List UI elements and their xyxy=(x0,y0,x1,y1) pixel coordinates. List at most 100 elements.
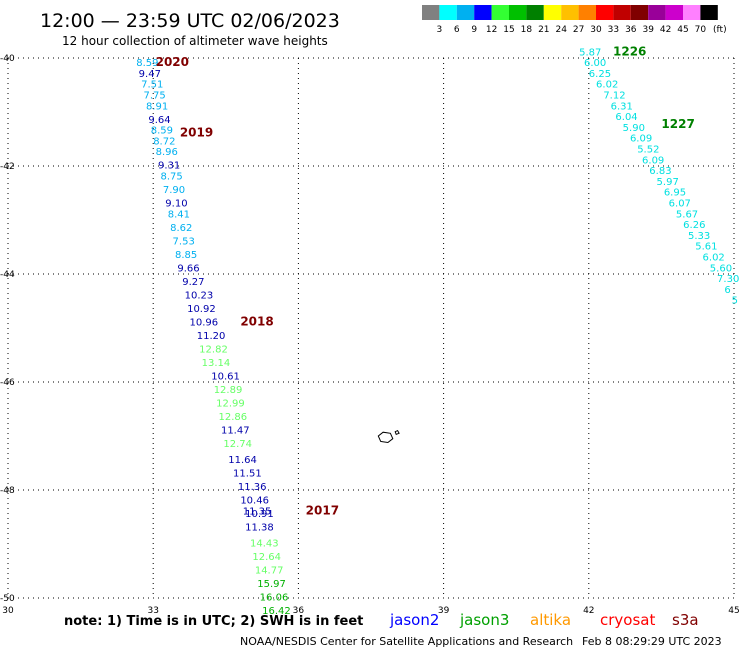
wave-height-value: 9.31 xyxy=(158,161,180,172)
wave-height-value: 7.51 xyxy=(141,80,163,91)
wave-height-value: 6.83 xyxy=(649,166,671,177)
colorbar-swatch xyxy=(561,5,579,20)
colorbar-tick-label: 9 xyxy=(471,25,477,35)
mission-jason3: jason3 xyxy=(459,611,509,629)
track-label: 2020 xyxy=(156,55,189,69)
wave-height-value: 5.97 xyxy=(657,177,679,188)
wave-height-value: 8.72 xyxy=(153,136,175,147)
wave-height-value: 12.99 xyxy=(216,398,245,409)
colorbar-tick-label: 33 xyxy=(608,25,619,35)
track-2020: 8.599.477.517.758.91 9.64 2020 xyxy=(136,55,189,126)
track-label: 2018 xyxy=(240,314,273,328)
wave-height-value: 9.66 xyxy=(177,263,199,274)
island-shape xyxy=(394,429,400,436)
wave-height-value: 8.59 xyxy=(136,58,158,69)
wave-height-value: 5.60 xyxy=(710,263,732,274)
wave-height-value: 10.96 xyxy=(190,317,219,328)
wave-height-value: 12.82 xyxy=(199,344,228,355)
page-subtitle: 12 hour collection of altimeter wave hei… xyxy=(62,34,328,48)
wave-height-value: 6.26 xyxy=(683,220,705,231)
wave-height-value: 14.43 xyxy=(250,539,279,550)
page-title: 12:00 — 23:59 UTC 02/06/2023 xyxy=(40,10,340,32)
wave-height-value: 8.91 xyxy=(146,101,168,112)
map-gridlines xyxy=(7,57,735,599)
island-outline xyxy=(377,429,400,444)
track-1227: 6.095.526.096.835.976.956.075.676.265.33… xyxy=(630,117,739,307)
colorbar-swatch xyxy=(474,5,492,20)
lat-tick-label: -50 xyxy=(0,594,15,604)
wave-height-value: 10.46 xyxy=(240,496,269,507)
colorbar-swatch xyxy=(578,5,596,20)
track-label: 1227 xyxy=(661,117,694,131)
lon-tick-label: 45 xyxy=(728,606,739,616)
wave-height-value: 6.02 xyxy=(596,80,618,91)
wave-height-value: 5.67 xyxy=(676,209,698,220)
wave-height-value: 8.96 xyxy=(156,147,178,158)
wave-height-value: 12.89 xyxy=(214,385,243,396)
wave-height-value: 8.41 xyxy=(168,209,190,220)
wave-height-value: 6.02 xyxy=(703,253,725,264)
footer-credit: NOAA/NESDIS Center for Satellite Applica… xyxy=(240,635,573,648)
wave-height-value: 7.53 xyxy=(173,236,195,247)
wave-height-value: 11.51 xyxy=(233,469,262,480)
footer-note: note: 1) Time is in UTC; 2) SWH is in fe… xyxy=(64,614,363,629)
colorbar-swatch xyxy=(700,5,718,20)
footer-timestamp: Feb 8 08:29:29 UTC 2023 xyxy=(582,635,722,648)
wave-height-value: 5 xyxy=(732,296,738,307)
axis-labels: 30 33 36 39 42 45 -40 -42 -44 -46 -48 -50 xyxy=(0,54,740,616)
wave-height-value: 6.04 xyxy=(615,112,637,123)
wave-height-value: 7.75 xyxy=(144,91,166,102)
mission-legend: jason2 jason3 altika cryosat s3a xyxy=(389,611,699,629)
track-label: 2019 xyxy=(180,125,213,139)
colorbar-tick-label: 21 xyxy=(538,25,549,35)
mission-jason2: jason2 xyxy=(389,611,439,629)
wave-height-value: 7.12 xyxy=(603,91,625,102)
wave-height-value: 10.92 xyxy=(187,304,216,315)
wave-height-value: 5.87 xyxy=(579,47,601,58)
wave-height-value: 6.95 xyxy=(664,188,686,199)
wave-height-value: 5.90 xyxy=(623,123,645,134)
wave-height-value: 9.27 xyxy=(182,277,204,288)
wave-height-value: 12.74 xyxy=(223,439,252,450)
wave-height-value: 11.64 xyxy=(228,455,257,466)
wave-height-value: 9.10 xyxy=(165,199,187,210)
mission-altika: altika xyxy=(530,611,571,629)
colorbar-tick-label: 18 xyxy=(521,25,533,35)
colorbar-swatch xyxy=(543,5,562,20)
wave-height-value: 12.86 xyxy=(219,412,248,423)
wave-height-value: 13.14 xyxy=(202,358,231,369)
wave-height-value: 7.30 xyxy=(717,274,739,285)
wave-height-value: 12.64 xyxy=(252,552,281,563)
wave-height-value: 9.47 xyxy=(139,69,161,80)
island-shape xyxy=(377,431,394,444)
colorbar-tick-label: 30 xyxy=(590,25,602,35)
wave-height-value: 8.59 xyxy=(151,126,173,137)
lat-tick-label: -48 xyxy=(0,486,15,496)
colorbar-swatch xyxy=(683,5,701,20)
colorbar-tick-label: 3 xyxy=(437,25,443,35)
wave-height-value: 6.07 xyxy=(669,199,691,210)
wave-height-value: 6.09 xyxy=(642,155,664,166)
colorbar-tick-label: 36 xyxy=(625,25,637,35)
lat-tick-label: -44 xyxy=(0,270,15,280)
track-1226: 5.876.006.256.027.126.316.045.90 1226 xyxy=(579,44,646,134)
mission-s3a: s3a xyxy=(672,611,699,629)
lat-tick-label: -40 xyxy=(0,54,15,64)
colorbar-tick-label: 39 xyxy=(642,25,654,35)
wave-height-value: 8.62 xyxy=(170,223,192,234)
track-label: 2017 xyxy=(306,503,339,517)
wave-height-value: 15.97 xyxy=(257,579,286,590)
wave-height-value: 11.38 xyxy=(245,523,274,534)
wave-height-value: 6 xyxy=(724,285,730,296)
colorbar-swatch xyxy=(613,5,631,20)
wave-height-value: 10.23 xyxy=(185,290,214,301)
wave-height-value: 6.00 xyxy=(584,58,606,69)
colorbar-legend: 3 6 9 12 15 18 21 24 27 30 33 36 39 42 45 70 (ft) xyxy=(422,5,727,35)
colorbar-swatch xyxy=(630,5,649,20)
colorbar-unit: (ft) xyxy=(713,25,727,35)
wave-height-value: 6.31 xyxy=(611,101,633,112)
altimeter-tracks: 8.599.477.517.758.919.6420208.598.728.96… xyxy=(136,44,739,617)
colorbar-tick-label: 27 xyxy=(573,25,584,35)
wave-height-value: 5.52 xyxy=(637,145,659,156)
